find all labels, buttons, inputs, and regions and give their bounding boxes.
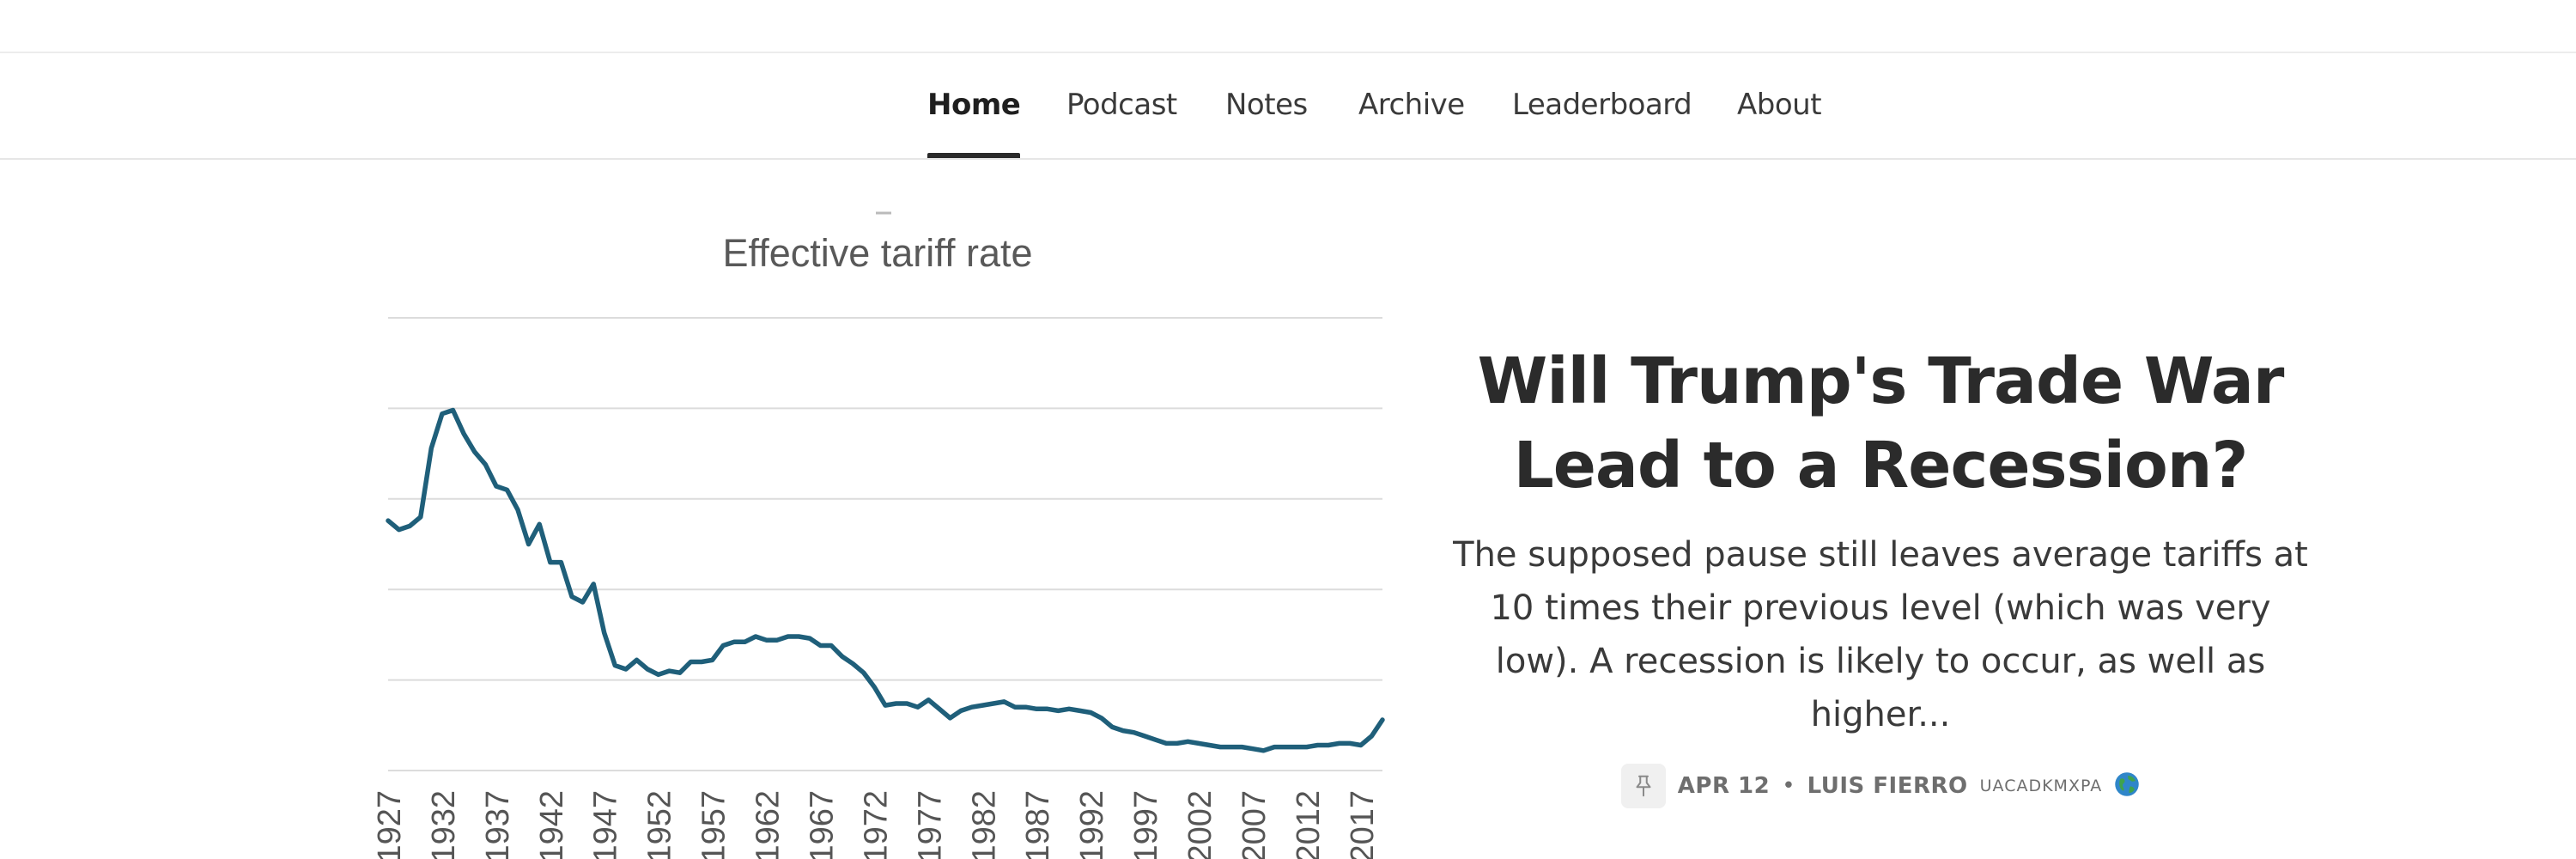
- masthead: [0, 0, 2576, 53]
- nav-tab-leaderboard[interactable]: Leaderboard: [1512, 88, 1692, 122]
- post-date: APR 12: [1677, 773, 1771, 799]
- x-tick-label: 1992: [1074, 790, 1110, 859]
- chart-gridlines: [388, 317, 1382, 771]
- chart-title: Effective tariff rate: [722, 231, 1032, 275]
- tariff-rate-chart: Effective tariff rate 1927 1932 1937 1942 19…: [372, 211, 1385, 859]
- x-tick-label: 1937: [480, 790, 516, 859]
- nav-tab-podcast[interactable]: Podcast: [1066, 88, 1177, 122]
- pin-icon: [1620, 764, 1666, 808]
- x-tick-label: 1977: [912, 790, 948, 859]
- author-flags: UACADKMXPA: [1979, 777, 2103, 795]
- x-tick-label: 2002: [1182, 790, 1218, 859]
- x-tick-label: 1947: [588, 790, 624, 859]
- featured-post: Will Trump's Trade War Lead to a Recessi…: [1443, 339, 2318, 808]
- post-meta: APR 12 • LUIS FIERRO UACADKMXPA: [1443, 764, 2318, 808]
- x-tick-label: 1957: [696, 790, 732, 859]
- chart-x-tick-labels: 1927 1932 1937 1942 1947 1952 1957 1962 1967 1972…: [372, 790, 1381, 859]
- nav-tab-about[interactable]: About: [1737, 88, 1822, 122]
- meta-separator: •: [1782, 773, 1795, 799]
- nav-tab-archive[interactable]: Archive: [1358, 88, 1465, 122]
- x-tick-label: 1942: [534, 790, 570, 859]
- publication-title-clipped[interactable]: [1340, 0, 1752, 22]
- nav-tab-home[interactable]: Home: [927, 52, 1021, 158]
- post-subtitle[interactable]: The supposed pause still leaves average …: [1453, 535, 2308, 734]
- nav-tab-notes[interactable]: Notes: [1225, 88, 1308, 122]
- x-tick-label: 1972: [858, 790, 894, 859]
- x-tick-label: 1932: [426, 790, 462, 859]
- globe-icon: [2114, 771, 2140, 801]
- x-tick-label: 1997: [1128, 790, 1164, 859]
- x-tick-label: 1967: [804, 790, 840, 859]
- post-hero-chart[interactable]: Effective tariff rate 1927 1932 1937 1942 19…: [361, 198, 1400, 859]
- x-tick-label: 2012: [1291, 790, 1327, 859]
- top-navigation: Home Podcast Notes Archive Leaderboard A…: [0, 52, 2576, 160]
- post-author[interactable]: LUIS FIERRO: [1807, 773, 1968, 799]
- x-tick-label: 1987: [1020, 790, 1056, 859]
- x-tick-label: 1927: [372, 790, 408, 859]
- x-tick-label: 2017: [1345, 790, 1381, 859]
- x-tick-label: 2007: [1236, 790, 1273, 859]
- x-tick-label: 1962: [750, 790, 787, 859]
- chart-series-line: [386, 407, 1385, 753]
- x-tick-label: 1982: [966, 790, 1002, 859]
- post-title[interactable]: Will Trump's Trade War Lead to a Recessi…: [1477, 344, 2285, 503]
- x-tick-label: 1952: [642, 790, 678, 859]
